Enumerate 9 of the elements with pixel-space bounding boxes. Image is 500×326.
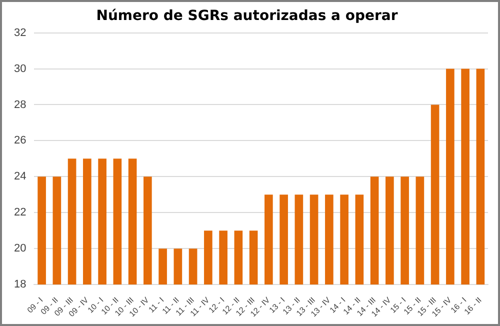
chart-title: Número de SGRs autorizadas a operar — [96, 8, 398, 24]
y-tick-label: 32 — [14, 26, 26, 39]
y-tick-label: 30 — [14, 62, 26, 75]
y-tick-label: 26 — [14, 134, 26, 147]
y-tick-label: 24 — [14, 170, 26, 183]
y-tick-label: 18 — [14, 278, 26, 291]
y-tick-label: 20 — [14, 242, 26, 255]
y-tick-label: 28 — [14, 98, 26, 111]
y-tick-label: 22 — [14, 206, 26, 219]
